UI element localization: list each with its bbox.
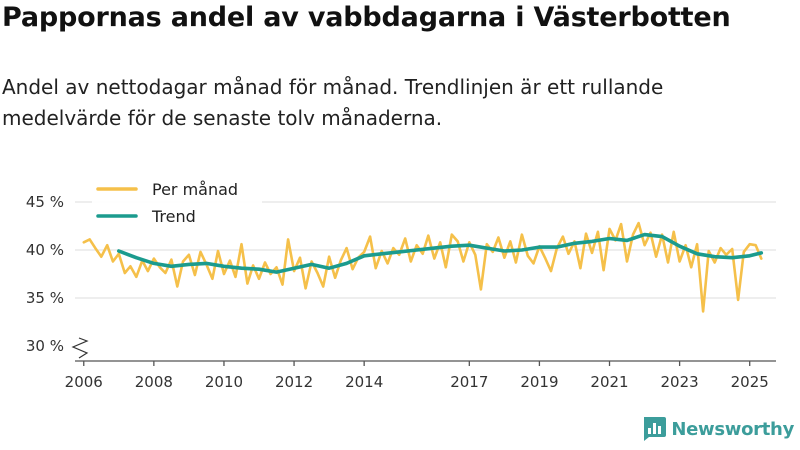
- x-tick-label: 2014: [345, 373, 383, 391]
- x-tick-label: 2019: [520, 373, 558, 391]
- chart-subtitle: Andel av nettodagar månad för månad. Tre…: [2, 75, 664, 130]
- x-tick-label: 2023: [661, 373, 699, 391]
- y-tick-label: 35 %: [26, 289, 64, 307]
- newsworthy-logo: Newsworthy: [641, 416, 794, 442]
- bar-chart-logo-icon: [644, 417, 667, 441]
- series-line-trend: [117, 232, 764, 274]
- x-tick-label: 2012: [275, 373, 313, 391]
- y-tick-label: 40 %: [26, 241, 64, 259]
- series-line-per-manad: [82, 221, 763, 313]
- series-lines: [82, 221, 764, 313]
- y-tick-label: 30 %: [26, 337, 64, 355]
- legend: Per månad Trend: [92, 176, 262, 232]
- y-tick-label: 45 %: [26, 193, 64, 211]
- x-tick-label: 2006: [65, 373, 103, 391]
- brand-name: Newsworthy: [671, 418, 794, 440]
- x-tick-label: 2017: [450, 373, 488, 391]
- legend-label-trend: Trend: [151, 207, 196, 226]
- x-tick-label: 2021: [590, 373, 628, 391]
- legend-label-per-manad: Per månad: [152, 180, 238, 199]
- axis-break-icon: [71, 337, 89, 359]
- x-tick-label: 2025: [731, 373, 769, 391]
- x-tick-label: 2008: [135, 373, 173, 391]
- legend-background: [92, 176, 262, 232]
- chart-title: Pappornas andel av vabbdagarna i Västerb…: [2, 2, 731, 33]
- x-tick-label: 2010: [205, 373, 243, 391]
- axes: 30 % 35 % 40 % 45 % 2006 2008 2010 2012 2014 2017…: [26, 193, 776, 391]
